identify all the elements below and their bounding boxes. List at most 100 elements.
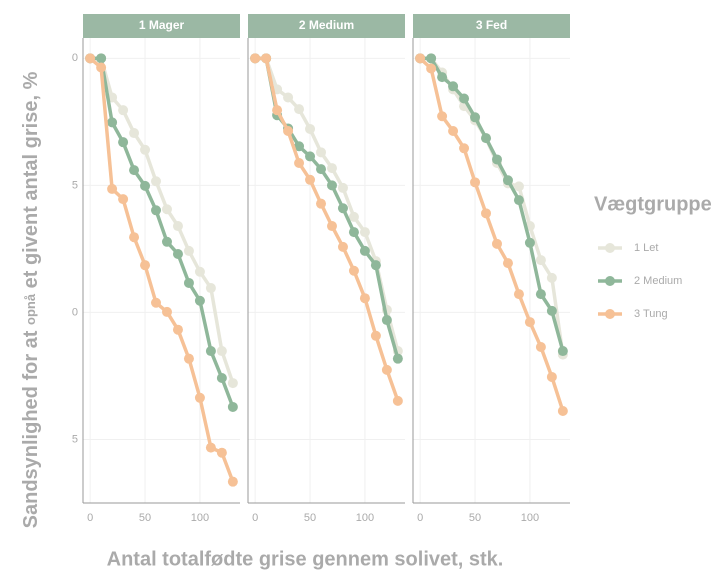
point xyxy=(250,53,261,64)
x-tick-label: 100 xyxy=(356,512,374,524)
point xyxy=(194,266,205,277)
point xyxy=(470,177,481,188)
y-axis-label: Sandsynlighed for at opnå et givent anta… xyxy=(20,71,42,528)
point xyxy=(85,53,96,64)
point xyxy=(161,306,172,317)
series-line xyxy=(420,56,565,355)
point xyxy=(140,144,151,155)
point xyxy=(337,241,348,252)
series-line xyxy=(90,56,235,384)
point xyxy=(305,123,316,134)
point xyxy=(316,198,327,209)
point xyxy=(216,447,227,458)
strip-text: 1 Mager xyxy=(139,18,185,32)
point xyxy=(161,204,172,215)
y-label-part: Sandsynlighed for at xyxy=(20,330,42,528)
legend-title: Vægtgruppe xyxy=(594,193,712,215)
y-tick-label: 5 xyxy=(72,179,78,191)
point xyxy=(348,265,359,276)
point xyxy=(96,53,107,64)
point xyxy=(326,180,337,191)
strip xyxy=(83,14,240,38)
y-tick-label: 0 xyxy=(72,306,78,318)
strip-text: 3 Fed xyxy=(476,18,507,32)
point xyxy=(481,133,492,144)
point xyxy=(129,232,140,243)
point xyxy=(437,111,448,122)
x-tick-label: 0 xyxy=(87,512,93,524)
point xyxy=(524,237,535,248)
point xyxy=(546,371,557,382)
point xyxy=(205,442,216,453)
point xyxy=(194,392,205,403)
y-tick-label: 5 xyxy=(72,433,78,445)
legend-label: 3 Tung xyxy=(634,308,668,320)
point xyxy=(535,289,546,300)
x-tick-label: 50 xyxy=(469,512,481,524)
x-tick-label: 50 xyxy=(139,512,151,524)
point xyxy=(294,158,305,169)
point xyxy=(96,62,107,73)
point xyxy=(491,154,502,165)
point xyxy=(205,346,216,357)
point xyxy=(172,221,183,232)
point xyxy=(513,289,524,300)
point xyxy=(183,353,194,364)
point xyxy=(513,195,524,206)
strip xyxy=(413,14,570,38)
point xyxy=(227,401,238,412)
x-tick-label: 50 xyxy=(304,512,316,524)
point xyxy=(502,175,513,186)
legend-label: 2 Medium xyxy=(634,275,682,287)
point xyxy=(316,147,327,158)
point xyxy=(470,112,481,123)
point xyxy=(459,143,470,154)
point xyxy=(524,317,535,328)
point xyxy=(437,72,448,83)
point xyxy=(448,81,459,92)
point xyxy=(107,117,118,128)
point xyxy=(118,194,129,205)
point xyxy=(348,211,359,222)
point xyxy=(359,293,370,304)
point xyxy=(415,53,426,64)
point xyxy=(272,105,283,116)
point xyxy=(283,92,294,103)
point xyxy=(129,165,140,176)
point xyxy=(381,364,392,375)
point xyxy=(305,174,316,185)
point xyxy=(392,353,403,364)
strip xyxy=(248,14,405,38)
point xyxy=(491,238,502,249)
point xyxy=(129,128,140,139)
point xyxy=(107,183,118,194)
point xyxy=(337,182,348,193)
point xyxy=(205,283,216,294)
point xyxy=(183,277,194,288)
y-label-small: opnå xyxy=(23,293,38,325)
point xyxy=(557,346,568,357)
point xyxy=(151,297,162,308)
point xyxy=(448,126,459,136)
point xyxy=(326,163,337,174)
point xyxy=(118,105,129,116)
point xyxy=(194,295,205,306)
point xyxy=(172,248,183,259)
point xyxy=(557,406,568,417)
point xyxy=(502,258,513,269)
x-tick-label: 100 xyxy=(521,512,539,524)
point xyxy=(151,205,162,216)
point xyxy=(316,164,327,175)
point xyxy=(151,176,162,187)
series-line xyxy=(418,57,565,412)
point xyxy=(261,53,272,64)
x-axis-label: Antal totalfødte grise gennem solivet, s… xyxy=(107,548,504,570)
point xyxy=(227,476,238,487)
series-line xyxy=(420,56,565,352)
point xyxy=(140,260,151,271)
point xyxy=(535,341,546,352)
point xyxy=(348,227,359,238)
point xyxy=(535,255,546,266)
point xyxy=(172,324,183,335)
